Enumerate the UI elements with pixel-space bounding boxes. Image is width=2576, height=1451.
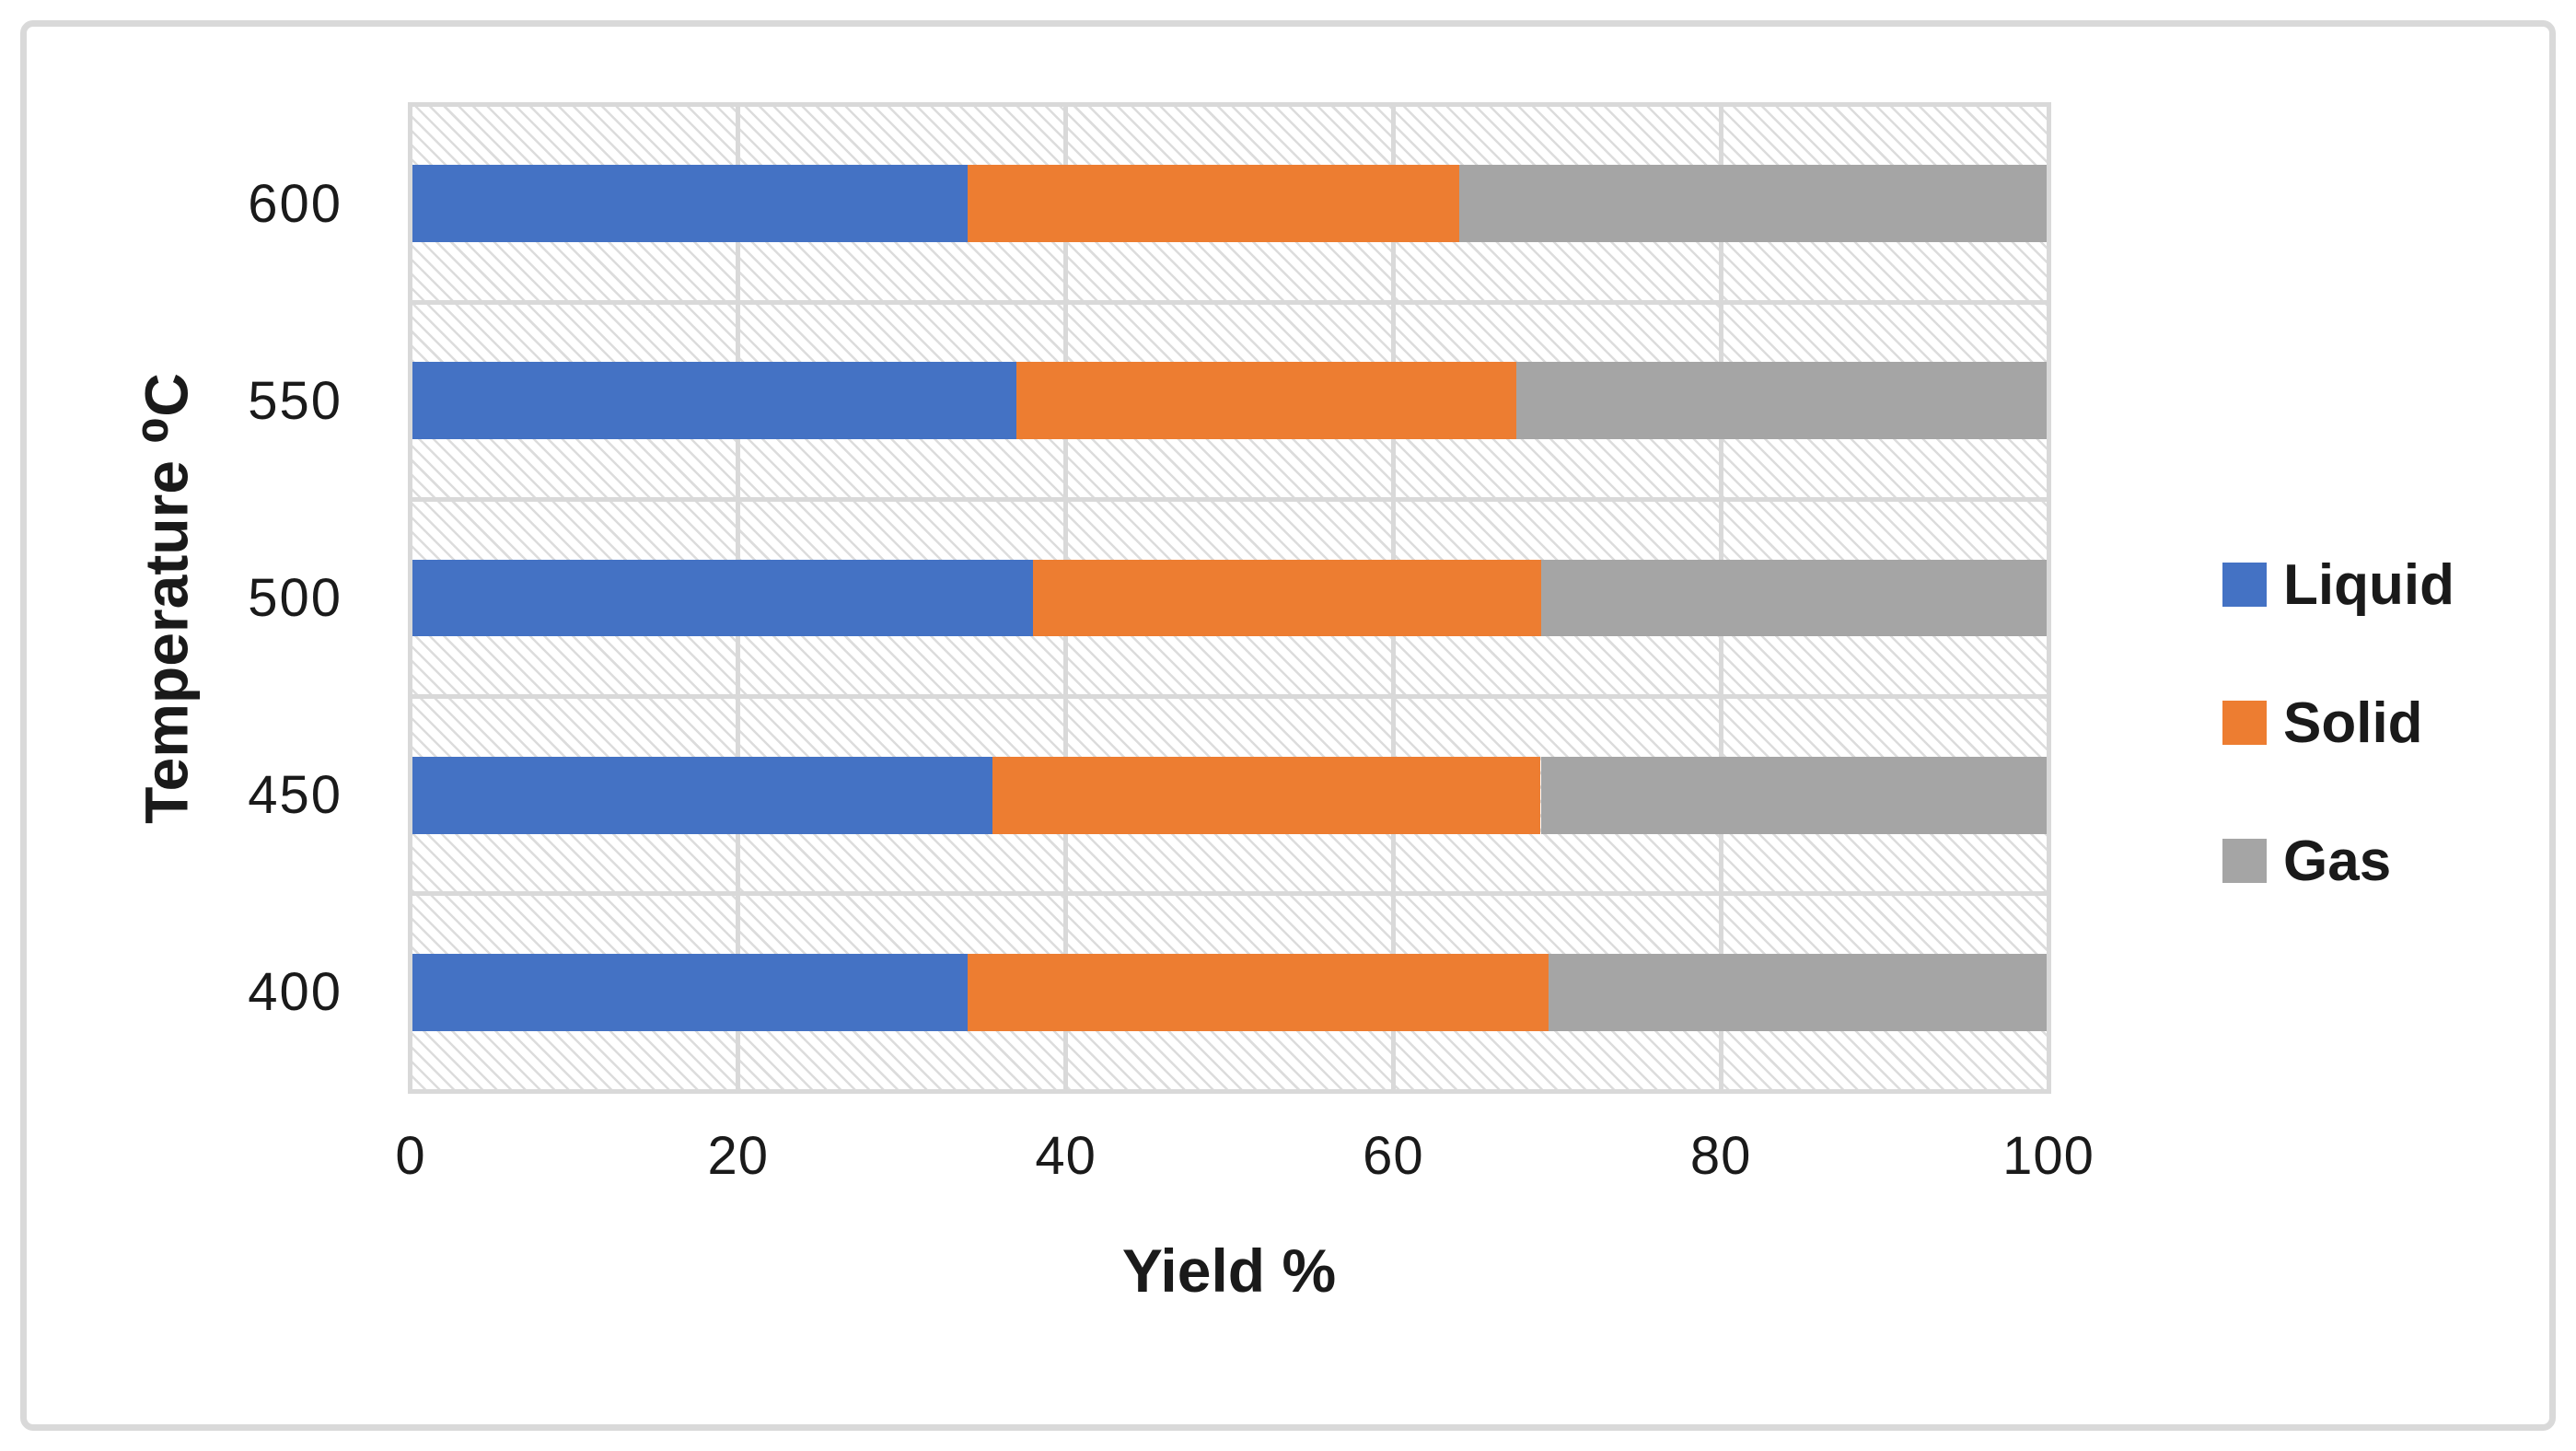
legend-entry-liquid: Liquid	[2222, 539, 2454, 631]
bar-segment-gas-500	[1540, 559, 2048, 637]
horizontal-gridline	[411, 891, 2048, 897]
bar-row-450	[411, 756, 2048, 834]
bar-segment-solid-600	[967, 165, 1459, 243]
x-tick-label: 40	[1035, 1126, 1097, 1186]
y-tick-label: 600	[248, 173, 342, 234]
legend: Liquid Solid Gas	[2222, 539, 2454, 953]
horizontal-gridline	[411, 299, 2048, 305]
y-tick-label: 550	[248, 370, 342, 431]
bar-segment-solid-550	[1016, 362, 1516, 440]
bar-row-500	[411, 559, 2048, 637]
plot-area	[411, 105, 2048, 1091]
bar-segment-gas-450	[1540, 756, 2048, 834]
legend-label: Liquid	[2283, 552, 2454, 617]
bar-segment-solid-450	[992, 756, 1541, 834]
bar-segment-liquid-550	[411, 362, 1017, 440]
horizontal-gridline	[411, 496, 2048, 502]
legend-label: Solid	[2283, 691, 2423, 755]
bar-row-550	[411, 362, 2048, 440]
y-tick-label: 450	[248, 765, 342, 826]
x-tick-label: 80	[1689, 1126, 1752, 1186]
legend-label: Gas	[2283, 829, 2392, 893]
x-tick-label: 60	[1363, 1126, 1424, 1186]
legend-swatch-gas	[2222, 839, 2267, 883]
bar-segment-liquid-450	[411, 756, 992, 834]
legend-swatch-solid	[2222, 701, 2267, 745]
legend-swatch-liquid	[2222, 563, 2267, 607]
legend-entry-solid: Solid	[2222, 677, 2454, 769]
x-tick-label: 100	[2002, 1126, 2094, 1186]
legend-entry-gas: Gas	[2222, 815, 2454, 907]
bar-segment-liquid-600	[411, 165, 968, 243]
x-tick-label: 0	[395, 1126, 426, 1186]
bar-row-600	[411, 165, 2048, 243]
bar-segment-gas-600	[1458, 165, 2048, 243]
bar-row-400	[411, 953, 2048, 1031]
bar-segment-liquid-400	[411, 953, 968, 1031]
bar-segment-gas-550	[1515, 362, 2048, 440]
y-tick-label: 500	[248, 567, 342, 628]
y-tick-label: 400	[248, 962, 342, 1023]
x-axis-title: Yield %	[1121, 1236, 1337, 1305]
horizontal-gridline	[411, 694, 2048, 700]
x-tick-label: 20	[707, 1126, 770, 1186]
bar-segment-liquid-500	[411, 559, 1034, 637]
bar-segment-solid-500	[1033, 559, 1541, 637]
bar-segment-solid-400	[967, 953, 1549, 1031]
bar-segment-gas-400	[1549, 953, 2048, 1031]
y-axis-title: Temperature ⁰C	[132, 373, 201, 824]
